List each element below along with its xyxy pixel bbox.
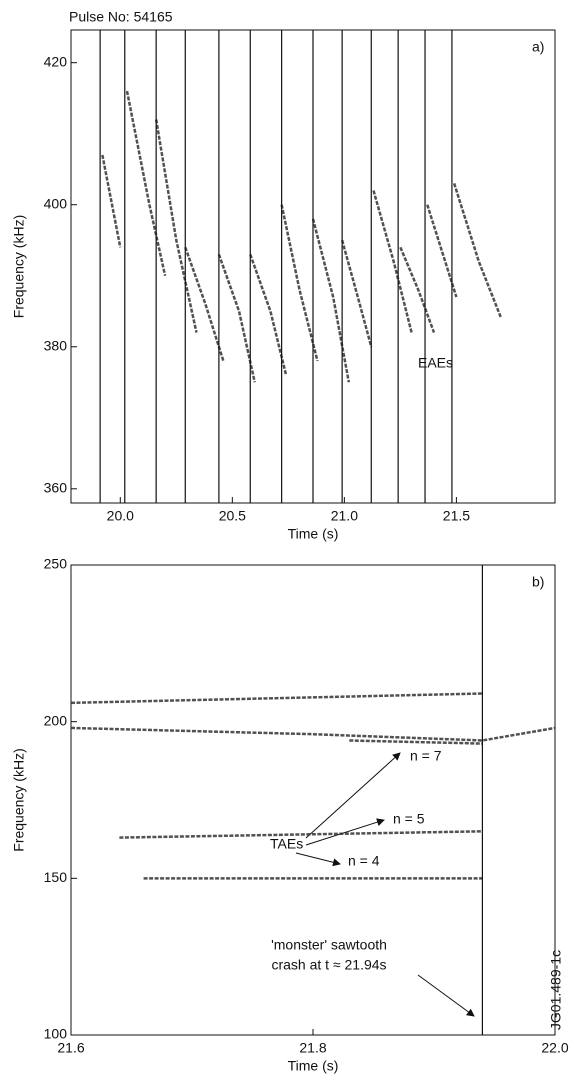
mode-trace (349, 739, 483, 745)
arrow (417, 974, 475, 1017)
mode-trace (372, 190, 413, 333)
annotation: n = 4 (348, 853, 380, 869)
y-tick-label: 200 (44, 712, 68, 728)
annotation: TAEs (270, 836, 303, 852)
mode-trace (217, 254, 256, 383)
y-tick-label: 400 (44, 195, 68, 211)
annotation: n = 5 (393, 811, 425, 827)
x-tick-label: 21.5 (443, 508, 470, 524)
x-tick-label: 20.0 (107, 508, 134, 524)
y-tick-label: 150 (44, 869, 68, 885)
mode-trace (311, 218, 351, 383)
y-tick-label: 380 (44, 337, 68, 353)
mode-trace (280, 204, 319, 362)
mode-trace (426, 204, 458, 298)
mode-trace (119, 830, 483, 839)
x-axis-label: Time (s) (288, 1058, 339, 1074)
mode-trace (340, 239, 373, 348)
annotation: EAEs (418, 355, 453, 371)
annotation: n = 7 (410, 748, 442, 764)
mode-trace (101, 154, 122, 248)
annotation: a) (532, 39, 544, 55)
y-tick-label: 420 (44, 53, 68, 69)
arrow (295, 852, 341, 867)
annotation: 'monster' sawtooth (271, 937, 387, 953)
annotation: b) (532, 574, 544, 590)
annotation: crash at t ≈ 21.94s (271, 957, 386, 973)
mode-trace (70, 692, 483, 705)
mode-trace (70, 726, 556, 742)
mode-trace (154, 119, 198, 333)
mode-trace (452, 183, 503, 319)
y-axis-label: Frequency (kHz) (11, 215, 27, 318)
y-tick-label: 100 (44, 1026, 68, 1042)
x-tick-label: 21.8 (299, 1040, 326, 1056)
y-tick-label: 360 (44, 479, 68, 495)
mode-trace (184, 246, 225, 362)
y-tick-label: 250 (44, 556, 68, 572)
arrow (305, 752, 401, 839)
x-tick-label: 21.6 (57, 1040, 84, 1056)
x-tick-label: 21.0 (331, 508, 358, 524)
annotation: JG01.489-1c (548, 950, 564, 1030)
mode-trace (399, 246, 436, 333)
x-axis-label: Time (s) (288, 526, 339, 542)
x-tick-label: 20.5 (219, 508, 246, 524)
arrows (295, 752, 475, 1017)
mode-trace (249, 254, 288, 376)
mode-trace (125, 90, 167, 277)
x-tick-label: 22.0 (541, 1040, 568, 1056)
chart-title: Pulse No: 54165 (69, 9, 173, 25)
y-axis-label: Frequency (kHz) (11, 748, 27, 851)
